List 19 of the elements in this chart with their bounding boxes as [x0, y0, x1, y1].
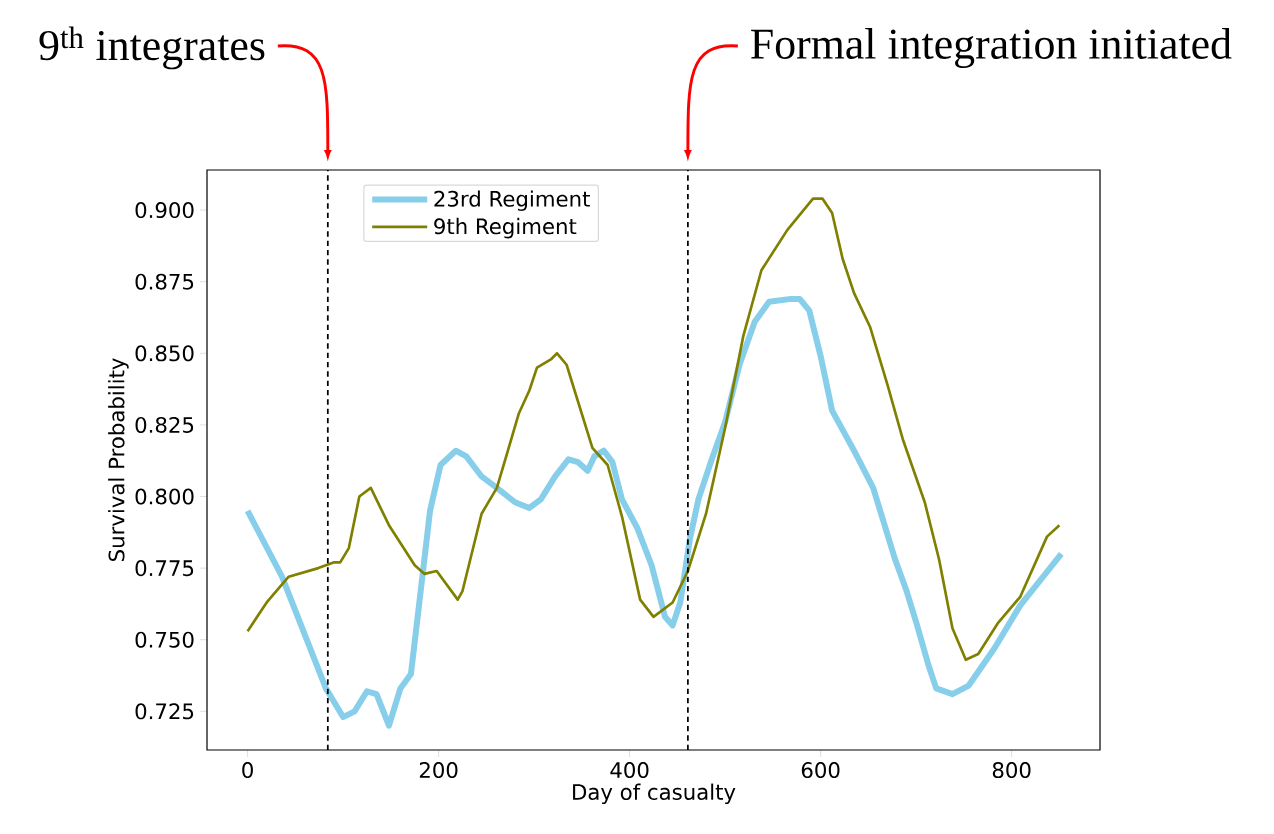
y-tick-label: 0.725 — [135, 703, 194, 720]
x-tick-label: 400 — [610, 762, 649, 779]
y-axis-title: Survival Probability — [108, 358, 129, 561]
y-tick-label: 0.800 — [135, 488, 194, 505]
y-tick-label: 0.875 — [135, 273, 194, 290]
y-tick-label: 0.775 — [135, 560, 194, 577]
text: 9$^{th}$ integrates — [39, 26, 265, 70]
y-tick-label: 0.825 — [135, 416, 194, 433]
legend-label: 9th Regiment — [434, 217, 577, 239]
x-tick-label: 200 — [419, 762, 458, 779]
y-tick-label: 0.900 — [135, 202, 194, 219]
y-tick-label: 0.750 — [135, 631, 194, 648]
x-tick-label: 0 — [242, 762, 253, 779]
text: Formal integration initiated — [751, 28, 1232, 68]
x-tick-label: 600 — [801, 762, 840, 779]
y-tick-label: 0.850 — [135, 345, 194, 362]
x-axis-title: Day of casualty — [573, 783, 736, 805]
legend-label: 23rd Regiment — [434, 190, 590, 211]
x-tick-label: 800 — [992, 762, 1031, 779]
